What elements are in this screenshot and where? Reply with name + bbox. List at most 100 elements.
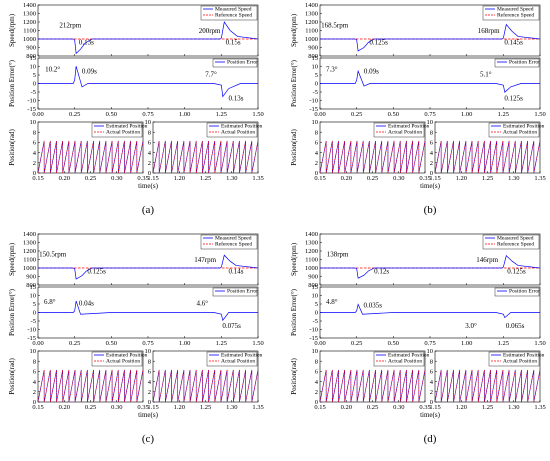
pos-left-xtick-label: 0.20 xyxy=(59,404,70,411)
speed-annotation: 168.5rpm xyxy=(321,22,349,30)
error-ytick-label: -5 xyxy=(313,318,318,325)
pos-left-ytick-label: 8 xyxy=(315,129,318,136)
error-legend-label: Position Error xyxy=(227,289,258,295)
pos-right-ytick-label: 8 xyxy=(148,129,151,136)
pos-right-ytick-label: 10 xyxy=(145,348,152,355)
error-ytick-label: 0 xyxy=(315,310,318,317)
pos-right-xtick-label: 1.25 xyxy=(200,175,211,182)
error-ytick-label: -5 xyxy=(313,89,318,96)
speed-ylabel: Speed(rpm) xyxy=(290,242,298,276)
pos-right-legend-box xyxy=(488,351,540,367)
pos-right-ytick-label: 0 xyxy=(430,170,433,177)
error-xtick-label: 0.25 xyxy=(69,111,80,118)
pos-right-xtick-label: 1.30 xyxy=(226,175,237,182)
pos-right-legend-box xyxy=(206,351,258,367)
speed-ytick-label: 1200 xyxy=(305,248,318,255)
speed-annotation: 150.5rpm xyxy=(39,251,67,259)
error-ytick-label: 0 xyxy=(315,81,318,88)
pos-right-ytick-label: 0 xyxy=(148,399,151,406)
pos-left-legend-label: Estimated Position xyxy=(388,353,430,359)
error-ytick-label: -15 xyxy=(309,335,318,342)
speed-ytick-label: 900 xyxy=(26,274,36,281)
pos-right-ytick-label: 8 xyxy=(430,129,433,136)
pos-left-ytick-label: 10 xyxy=(30,119,37,126)
pos-left-ytick-label: 0 xyxy=(33,170,36,177)
pos-left-xtick-label: 0.30 xyxy=(393,404,404,411)
error-xtick-label: 0.00 xyxy=(32,340,43,347)
pos-left-xtick-label: 0.30 xyxy=(111,175,122,182)
error-annotation: 6.8° xyxy=(44,298,56,306)
pos-left-ytick-label: 6 xyxy=(33,369,37,376)
error-ytick-label: -5 xyxy=(31,318,36,325)
measured-speed-line xyxy=(38,254,259,280)
error-xtick-label: 1.00 xyxy=(461,340,472,347)
speed-legend-box xyxy=(200,5,258,21)
pos-left-ytick-label: 10 xyxy=(312,119,319,126)
pos-left-legend-label: Actual Position xyxy=(106,359,140,365)
speed-ytick-label: 1000 xyxy=(23,36,36,43)
pos-right-xtick-label: 1.25 xyxy=(482,404,493,411)
position-error-line xyxy=(38,300,258,322)
actual-position-line xyxy=(152,140,259,174)
error-annotation: 7.3° xyxy=(326,66,338,74)
speed-ytick-label: 1400 xyxy=(23,231,36,238)
speed-annotation: 138rpm xyxy=(327,251,349,259)
pos-left-xtick-label: 0.25 xyxy=(85,175,96,182)
speed-legend-label: Measured Speed xyxy=(497,7,534,13)
pos-right-ytick-label: 10 xyxy=(145,119,152,126)
pos-right-legend-box xyxy=(488,122,540,138)
position-error-line xyxy=(38,66,258,98)
error-xtick-label: 1.50 xyxy=(252,111,263,118)
error-xtick-label: 0.25 xyxy=(351,111,362,118)
pos-right-ytick-label: 8 xyxy=(148,358,151,365)
pos-right-legend-label: Estimated Position xyxy=(221,124,263,130)
speed-annotation: 0.125s xyxy=(507,268,526,276)
error-legend-box xyxy=(494,287,540,297)
pos-right-xtick-label: 1.30 xyxy=(508,175,519,182)
panel-d: 80090010001100120013001400Speed(rpm)Meas… xyxy=(290,231,546,445)
pos-left-ytick-label: 10 xyxy=(312,348,319,355)
pos-right-xtick-label: 1.35 xyxy=(534,175,545,182)
error-legend-label: Position Error xyxy=(227,60,258,66)
pos-left-ylabel: Position(rad) xyxy=(8,129,16,166)
pos-right-ytick-label: 4 xyxy=(430,379,434,386)
pos-left-ylabel: Position(rad) xyxy=(290,129,298,166)
error-annotation: 0.125s xyxy=(504,95,523,103)
pos-right-xtick-label: 1.35 xyxy=(534,404,545,411)
error-ytick-label: -10 xyxy=(309,98,318,105)
pos-left-xtick-label: 0.25 xyxy=(367,175,378,182)
speed-legend-label: Reference Speed xyxy=(215,12,252,19)
speed-legend-box xyxy=(482,5,540,21)
pos-left-legend-box xyxy=(373,351,425,367)
pos-left-ytick-label: 8 xyxy=(315,358,318,365)
error-legend-label: Position Error xyxy=(509,289,540,295)
pos-right-xtick-label: 1.15 xyxy=(429,175,440,182)
pos-right-ytick-label: 6 xyxy=(148,140,152,147)
error-xtick-label: 0.50 xyxy=(106,111,117,118)
error-ytick-label: -5 xyxy=(31,89,36,96)
error-ytick-label: 5 xyxy=(33,72,36,79)
actual-position-line xyxy=(319,140,426,174)
pos-right-xtick-label: 1.30 xyxy=(508,404,519,411)
error-xtick-label: 1.25 xyxy=(216,111,227,118)
speed-ytick-label: 1300 xyxy=(23,240,36,247)
error-ylabel: Position Error(°) xyxy=(290,59,298,107)
error-legend-box xyxy=(212,58,258,68)
error-ytick-label: -15 xyxy=(27,106,36,113)
pos-right-ytick-label: 2 xyxy=(430,389,433,396)
pos-left-xtick-label: 0.35 xyxy=(419,404,430,411)
speed-ytick-label: 1400 xyxy=(305,231,318,238)
speed-ytick-label: 1200 xyxy=(23,19,36,26)
pos-left-legend-label: Actual Position xyxy=(106,130,140,136)
error-xtick-label: 0.25 xyxy=(69,340,80,347)
pos-left-ylabel: Position(rad) xyxy=(290,358,298,395)
speed-annotation: 0.15s xyxy=(226,39,241,47)
speed-ytick-label: 1400 xyxy=(23,2,36,9)
pos-right-xtick-label: 1.15 xyxy=(429,404,440,411)
error-xtick-label: 0.00 xyxy=(314,340,325,347)
error-xtick-label: 1.00 xyxy=(179,111,190,118)
pos-left-ytick-label: 2 xyxy=(315,389,318,396)
speed-ytick-label: 800 xyxy=(26,282,36,289)
speed-annotation: 0.12s xyxy=(374,268,389,276)
speed-ytick-label: 1200 xyxy=(305,19,318,26)
